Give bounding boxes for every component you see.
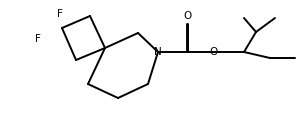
- Text: F: F: [57, 9, 63, 19]
- Text: N: N: [154, 47, 162, 57]
- Text: O: O: [210, 47, 218, 57]
- Text: F: F: [35, 34, 41, 44]
- Text: O: O: [184, 11, 192, 21]
